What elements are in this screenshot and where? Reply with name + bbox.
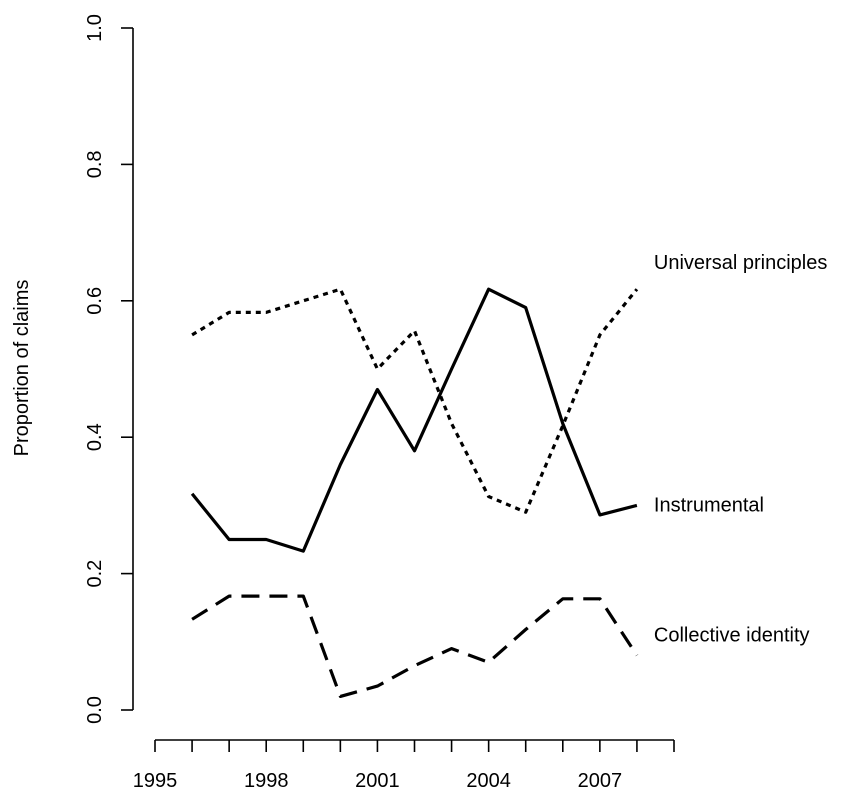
y-tick-label: 0.2 <box>84 560 106 588</box>
y-tick-label: 0.0 <box>84 696 106 724</box>
series-label: Universal principles <box>654 252 827 274</box>
series-line-instrumental <box>190 287 638 553</box>
axes: 0.0 0.2 0.4 0.6 0.8 1.0 Proportion of claims 19… <box>11 14 675 792</box>
series-label: Collective identity <box>654 624 810 646</box>
y-tick-label: 0.4 <box>84 423 106 451</box>
series-line-universal-principles <box>191 287 639 514</box>
series-label: Instrumental <box>654 494 764 516</box>
y-tick-label: 0.6 <box>84 287 106 315</box>
x-tick-label: 2001 <box>355 770 400 792</box>
y-axis-title: Proportion of claims <box>11 280 33 457</box>
y-tick-label: 0.8 <box>84 150 106 178</box>
y-tick-label: 1.0 <box>84 14 106 42</box>
x-tick-label: 1998 <box>244 770 289 792</box>
series-group <box>190 287 639 699</box>
x-tick-label: 2004 <box>466 770 511 792</box>
x-tick-label: 2007 <box>578 770 623 792</box>
series-labels: Universal principles Instrumental Collecti… <box>654 252 827 646</box>
x-tick-label: 1995 <box>133 770 178 792</box>
series-line-collective-identity <box>191 594 639 699</box>
